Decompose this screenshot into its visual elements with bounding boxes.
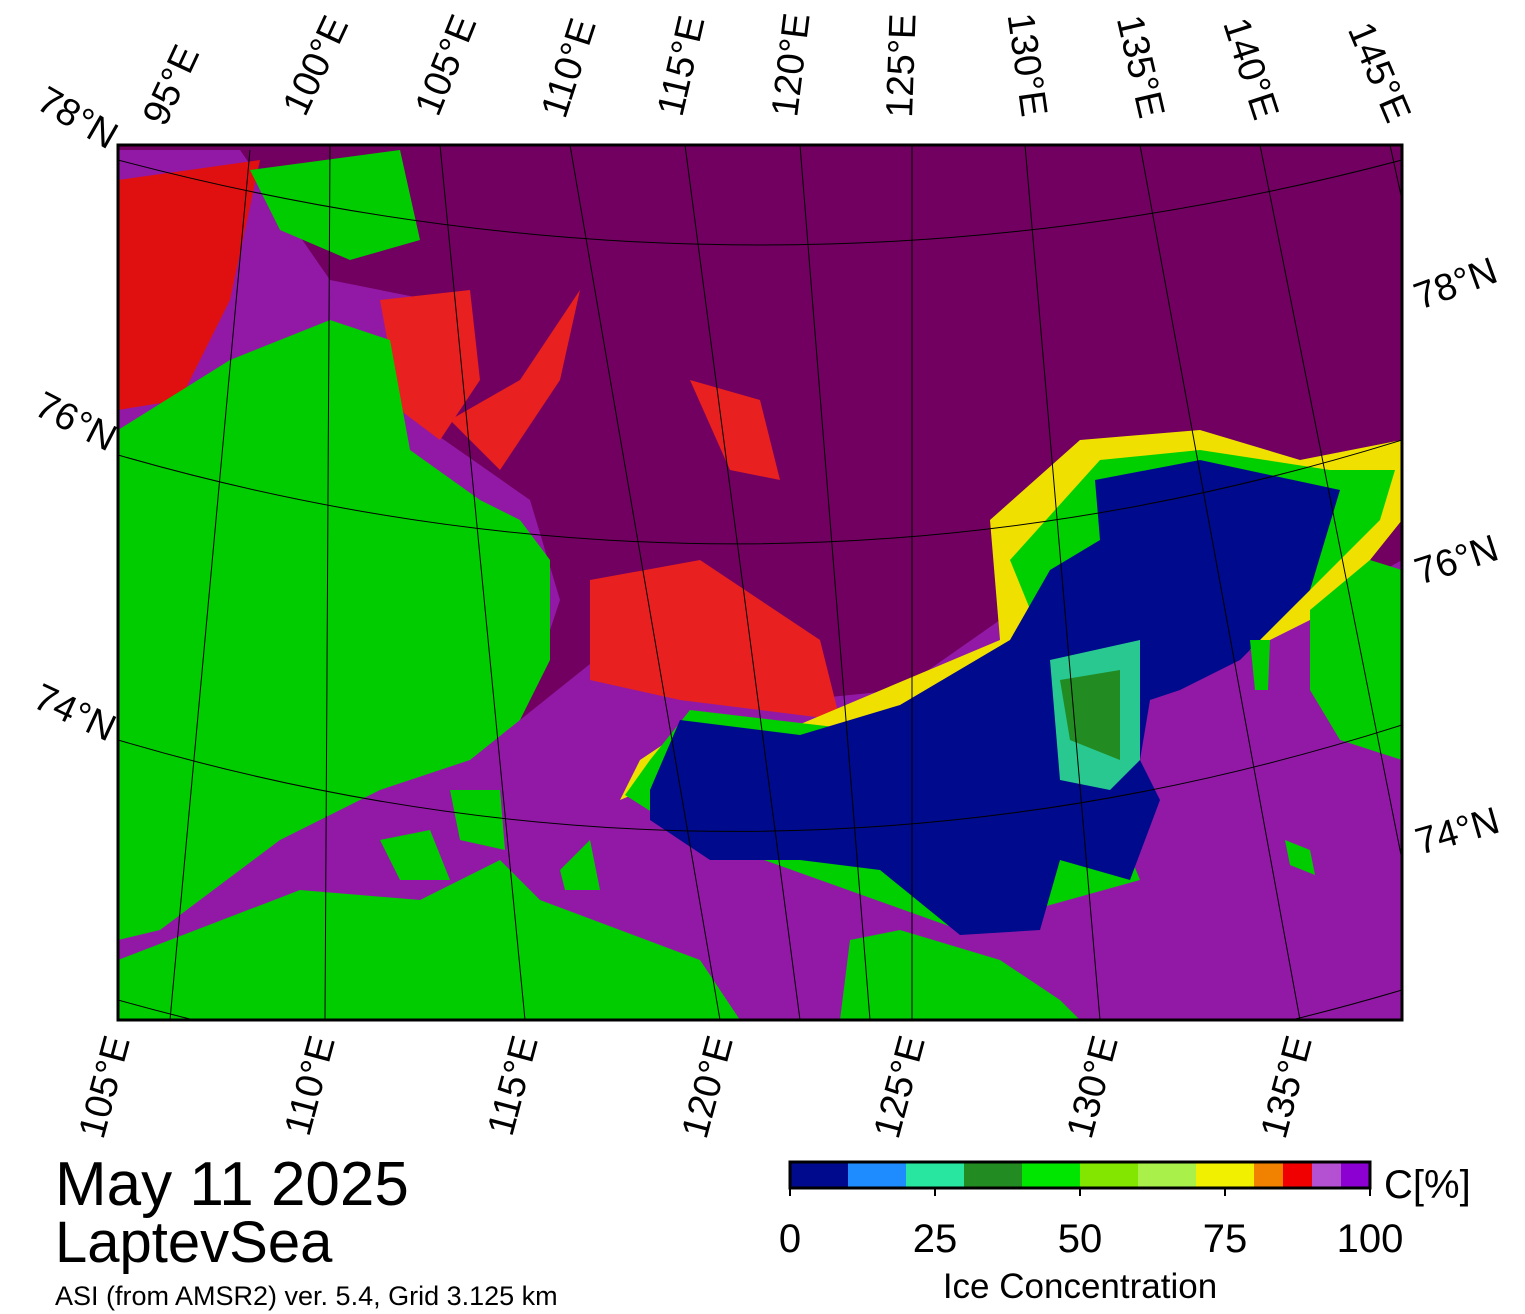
map-frame [116, 143, 1404, 1022]
region-name: LaptevSea [55, 1210, 333, 1275]
lon-label: 110°E [534, 14, 605, 123]
colorbar-segment [1022, 1162, 1080, 1188]
colorbar-segment [1341, 1162, 1370, 1188]
lon-label: 105°E [407, 9, 485, 121]
date-title: May 11 2025 [55, 1150, 409, 1219]
lon-label: 120°E [764, 11, 818, 119]
colorbar-title: Ice Concentration [943, 1267, 1217, 1306]
lat-label: 78°N [30, 79, 125, 158]
lat-label: 76°N [1410, 527, 1504, 593]
colorbar-segment [906, 1162, 964, 1188]
lon-label: 145°E [1339, 16, 1418, 128]
lat-label: 74°N [27, 676, 122, 750]
colorbar-segment [1283, 1162, 1312, 1188]
colorbar-unit: C[%] [1384, 1163, 1471, 1207]
colorbar-segment [1080, 1162, 1138, 1188]
lon-label: 125°E [879, 13, 925, 118]
map-image [118, 145, 1402, 1020]
colorbar-tick-label: 100 [1337, 1217, 1404, 1261]
lat-label: 78°N [1409, 250, 1503, 319]
colorbar-segment [790, 1162, 848, 1188]
lon-label: 135°E [1253, 1031, 1320, 1142]
lon-label: 110°E [277, 1031, 344, 1140]
lon-label: 115°E [480, 1031, 547, 1140]
lat-label: 74°N [1411, 800, 1504, 864]
lon-label: 140°E [1214, 13, 1286, 125]
graticule [118, 145, 1402, 1020]
colorbar-tick-label: 25 [913, 1217, 958, 1261]
lon-label: 130°E [999, 10, 1055, 119]
lon-label: 115°E [650, 12, 714, 120]
lon-label: 125°E [866, 1031, 933, 1142]
colorbar-tick-label: 0 [779, 1217, 801, 1261]
lon-label: 95°E [135, 39, 208, 132]
colorbar-segment [848, 1162, 906, 1188]
lon-label: 120°E [674, 1031, 741, 1142]
colorbar-segment [1196, 1162, 1254, 1188]
lon-label: 135°E [1108, 11, 1172, 122]
colorbar-segment [1254, 1162, 1283, 1188]
colorbar-segment [1312, 1162, 1341, 1188]
colorbar-tick-label: 50 [1058, 1217, 1103, 1261]
lon-label: 105°E [71, 1031, 138, 1142]
lon-label: 130°E [1059, 1031, 1126, 1142]
lon-label: 100°E [275, 10, 357, 122]
colorbar-tick-label: 75 [1203, 1217, 1248, 1261]
source-note: ASI (from AMSR2) ver. 5.4, Grid 3.125 km [55, 1281, 558, 1311]
colorbar-segment [964, 1162, 1022, 1188]
lat-label: 76°N [28, 384, 123, 460]
colorbar-segment [1138, 1162, 1196, 1188]
